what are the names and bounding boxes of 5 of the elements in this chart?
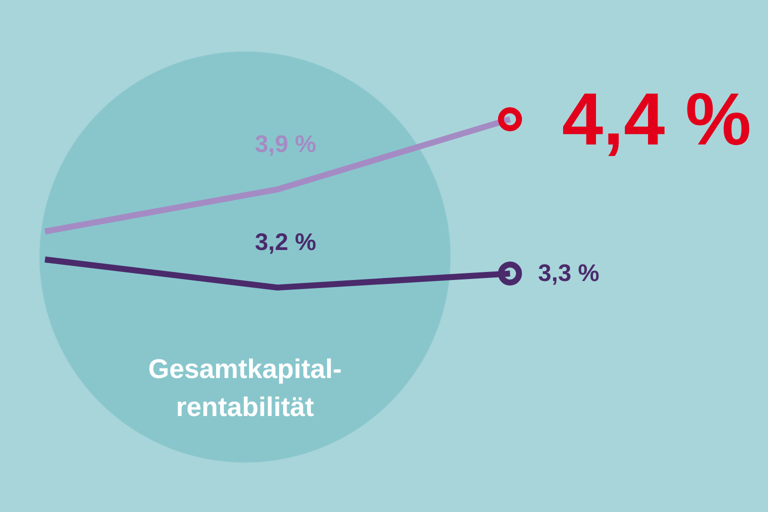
data-label: 4,4 % xyxy=(562,78,752,161)
data-label: 3,2 % xyxy=(254,229,316,256)
data-label: 3,9 % xyxy=(254,130,316,158)
data-label: 3,3 % xyxy=(538,260,600,288)
text: Gesamtkapital-rentabilität xyxy=(147,353,343,424)
